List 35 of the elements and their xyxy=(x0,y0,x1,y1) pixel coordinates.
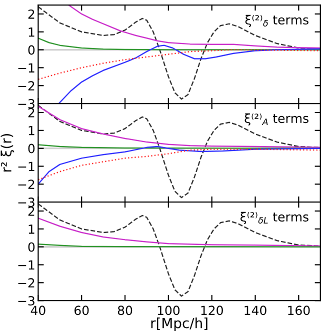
y-tick-label: 2 xyxy=(28,206,34,216)
y-tick-label: 2 xyxy=(28,9,34,19)
y-tick-label: −2 xyxy=(18,81,34,90)
annotation: ξ⁽²⁾$_{δ}$ terms xyxy=(245,14,308,27)
y-tick-label: 2 xyxy=(28,108,34,118)
annotation: ξ⁽²⁾$_{δL}$ terms xyxy=(240,212,308,224)
line-series xyxy=(68,5,320,49)
y-tick-label: 0 xyxy=(28,242,35,252)
x-tick-label: 140 xyxy=(244,306,266,316)
y-tick-label: −1 xyxy=(18,260,34,270)
y-tick-label: 1 xyxy=(28,126,34,136)
x-tick-label: 160 xyxy=(288,306,310,316)
y-tick-label: −2 xyxy=(18,278,34,288)
y-tick-label: 0 xyxy=(28,144,35,154)
line-series xyxy=(38,106,320,148)
y-tick-label: −1 xyxy=(18,63,34,72)
line-series xyxy=(38,38,320,50)
y-axis-title: r² ξ(r) xyxy=(0,134,14,172)
y-tick-label: −3 xyxy=(18,198,34,207)
x-tick-label: 80 xyxy=(118,306,132,316)
line-series xyxy=(58,44,320,104)
y-tick-label: 0 xyxy=(28,45,35,55)
x-tick-label: 120 xyxy=(201,306,223,316)
y-tick-label: −2 xyxy=(18,180,34,189)
x-tick-label: 40 xyxy=(30,306,46,316)
y-tick-label: −3 xyxy=(18,296,34,306)
y-tick-label: −3 xyxy=(18,99,34,108)
x-tick-label: 60 xyxy=(74,306,89,316)
x-axis-title: r[Mpc/h] xyxy=(151,318,208,331)
x-tick-label: 100 xyxy=(158,306,180,316)
y-tick-label: 1 xyxy=(28,224,34,234)
y-tick-label: 1 xyxy=(28,28,34,37)
y-tick-label: −1 xyxy=(18,162,34,171)
line-series xyxy=(38,49,320,80)
annotation: ξ⁽²⁾$_{A}$ terms xyxy=(244,113,308,126)
